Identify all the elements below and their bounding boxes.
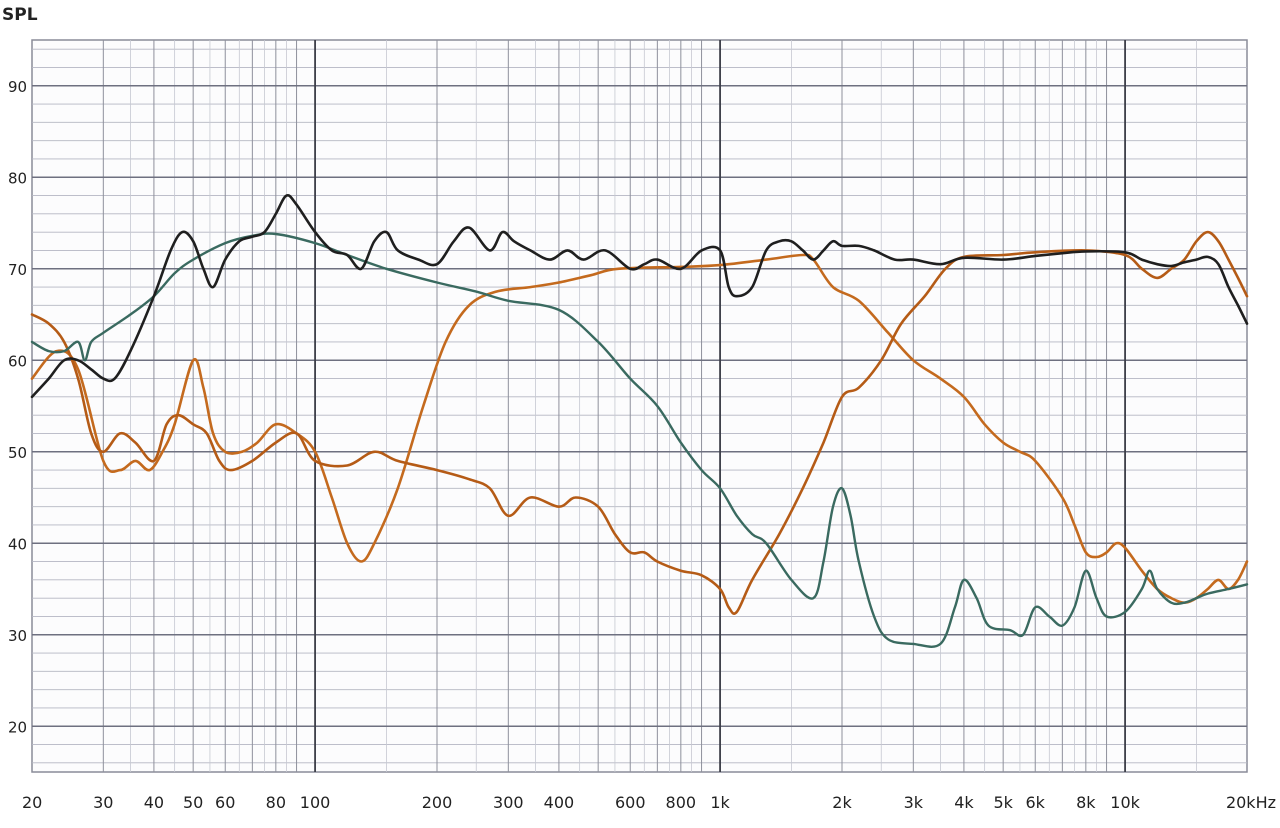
series-layer — [30, 194, 1249, 648]
x-tick-label: 10k — [1110, 793, 1140, 812]
x-tick-label: 5k — [993, 793, 1013, 812]
x-tick-label: 1k — [710, 793, 730, 812]
y-tick-label: 50 — [8, 444, 27, 462]
x-tick-label: 20kHz — [1226, 793, 1276, 812]
x-tick-label: 20 — [22, 793, 42, 812]
x-tick-label: 40 — [144, 793, 164, 812]
x-tick-labels: 20 30 40 50 60 80 100 200 300 400 600 800 1k 2k 3k 4k 5k… — [22, 793, 1276, 812]
x-tick-label: 300 — [493, 793, 524, 812]
series-line-4 — [30, 194, 1249, 399]
plot-area — [31, 39, 1248, 773]
x-tick-label: 6k — [1026, 793, 1046, 812]
x-tick-label: 2k — [832, 793, 852, 812]
y-tick-label: 80 — [8, 169, 27, 187]
x-tick-label: 600 — [615, 793, 646, 812]
x-tick-label: 8k — [1076, 793, 1096, 812]
x-tick-label: 400 — [544, 793, 575, 812]
series-line-3 — [30, 232, 1249, 648]
x-tick-label: 80 — [266, 793, 286, 812]
x-tick-label: 200 — [422, 793, 453, 812]
minor-gridlines — [32, 40, 1247, 772]
y-tick-label: 20 — [8, 718, 27, 736]
y-tick-label: 40 — [8, 535, 27, 553]
y-tick-labels: 90 80 70 60 50 40 30 20 — [8, 78, 27, 737]
series-line-1 — [30, 253, 1249, 604]
y-tick-label: 90 — [8, 78, 27, 96]
y-axis-title: SPL — [2, 5, 38, 25]
x-tick-label: 30 — [93, 793, 113, 812]
x-tick-label: 100 — [300, 793, 331, 812]
major-gridlines — [32, 40, 1247, 772]
x-tick-label: 3k — [904, 793, 924, 812]
x-tick-label: 60 — [215, 793, 235, 812]
y-tick-label: 30 — [8, 627, 27, 645]
x-tick-label: 4k — [954, 793, 974, 812]
x-tick-label: 50 — [183, 793, 203, 812]
y-tick-label: 60 — [8, 352, 27, 370]
x-tick-label: 800 — [666, 793, 697, 812]
y-tick-label: 70 — [8, 261, 27, 279]
